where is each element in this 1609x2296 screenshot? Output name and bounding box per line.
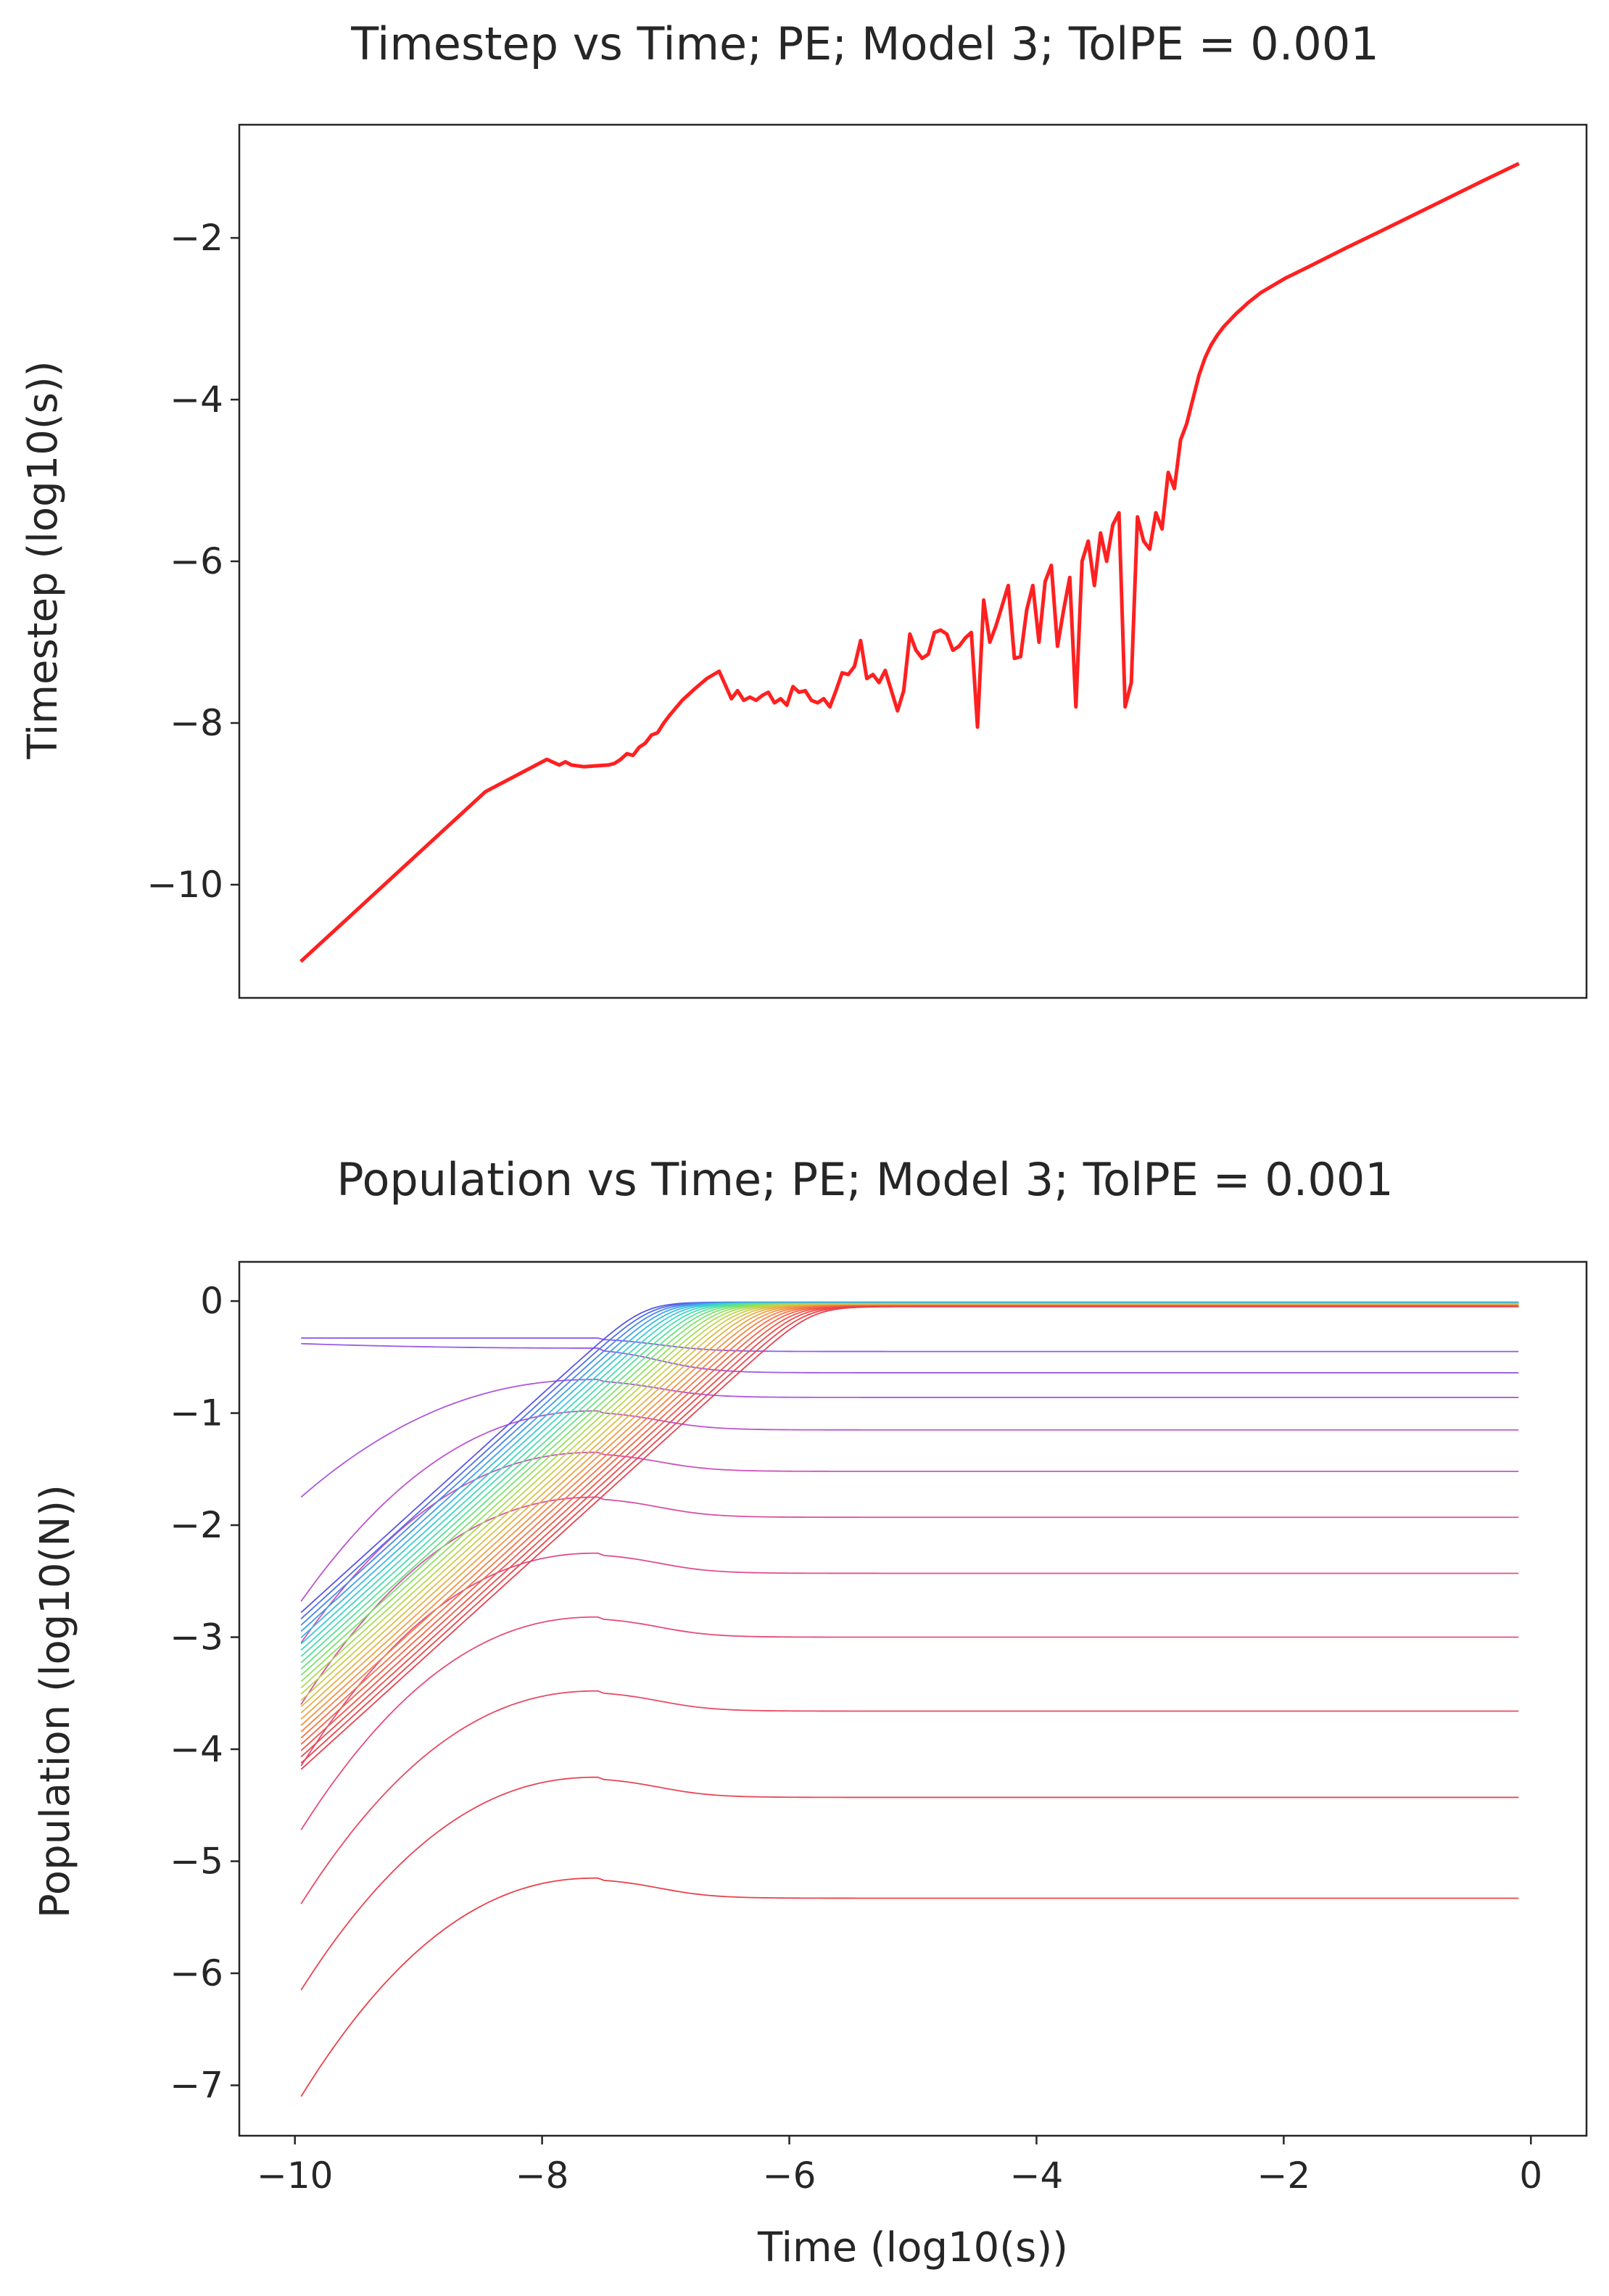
population-line — [300, 1451, 1519, 1643]
y-tick-label: −10 — [146, 864, 223, 906]
y-tick-label: −4 — [170, 379, 223, 421]
y-tick-label: −6 — [170, 1952, 223, 1994]
y-tick-label: −2 — [170, 217, 223, 259]
population-x-axis-label: Time (log10(s)) — [757, 2224, 1068, 2271]
population-line — [300, 1776, 1519, 1991]
population-line — [300, 1301, 1519, 1619]
x-tick-label: −2 — [1257, 2155, 1311, 2197]
population-line — [300, 1305, 1519, 1770]
population-line — [300, 1496, 1519, 1705]
population-line — [300, 1304, 1519, 1720]
y-tick-label: −5 — [170, 1841, 223, 1883]
x-tick-label: −4 — [1010, 2155, 1064, 2197]
population-line — [301, 1337, 1519, 1353]
population-line — [300, 1690, 1519, 1904]
timestep-series — [299, 162, 1520, 963]
timestep-y-ticks: −2 −4 −6 −8 −10 — [146, 217, 239, 906]
population-line — [300, 1410, 1519, 1602]
population-line — [300, 1304, 1519, 1707]
population-line — [300, 1552, 1519, 1767]
x-tick-label: −6 — [763, 2155, 816, 2197]
y-tick-label: −7 — [170, 2064, 223, 2106]
timestep-chart: Timestep vs Time; PE; Model 3; TolPE = 0… — [20, 17, 1588, 999]
population-line — [300, 1303, 1519, 1689]
y-tick-label: −4 — [170, 1728, 223, 1770]
population-line — [300, 1303, 1519, 1682]
y-tick-label: −2 — [170, 1504, 223, 1546]
population-line — [300, 1302, 1519, 1645]
population-line — [300, 1305, 1519, 1745]
timestep-line — [299, 162, 1520, 963]
population-line — [300, 1302, 1519, 1638]
population-line — [300, 1302, 1519, 1670]
population-line — [300, 1303, 1519, 1695]
population-line — [300, 1303, 1519, 1676]
population-line — [301, 1342, 1519, 1374]
population-line — [300, 1304, 1519, 1701]
y-tick-label: −6 — [170, 540, 223, 582]
population-plot-frame — [238, 1260, 1588, 2137]
population-chart: Population vs Time; PE; Model 3; TolPE =… — [32, 1153, 1588, 2271]
population-line — [300, 1379, 1519, 1498]
population-line — [300, 1302, 1519, 1664]
population-chart-title: Population vs Time; PE; Model 3; TolPE =… — [336, 1153, 1393, 1206]
population-y-axis-label: Population (log10(N)) — [32, 1484, 79, 1918]
x-tick-label: −10 — [257, 2155, 334, 2197]
population-series — [300, 1301, 1519, 2097]
y-tick-label: −1 — [170, 1392, 223, 1434]
population-line — [300, 1616, 1519, 1830]
y-tick-label: 0 — [200, 1280, 223, 1322]
y-tick-label: −8 — [170, 702, 223, 744]
population-line — [300, 1305, 1519, 1733]
timestep-chart-title: Timestep vs Time; PE; Model 3; TolPE = 0… — [350, 17, 1379, 70]
x-tick-label: −8 — [516, 2155, 569, 2197]
timestep-y-axis-label: Timestep (log10(s)) — [20, 360, 67, 759]
population-ticks: 0 −1 −2 −3 −4 −5 −6 −7 −10 −8 −6 −4 −2 0 — [170, 1280, 1542, 2197]
population-line — [300, 1305, 1519, 1758]
x-tick-label: 0 — [1519, 2155, 1542, 2197]
y-tick-label: −3 — [170, 1616, 223, 1659]
timestep-plot-frame — [238, 123, 1588, 999]
population-line — [300, 1877, 1519, 2097]
